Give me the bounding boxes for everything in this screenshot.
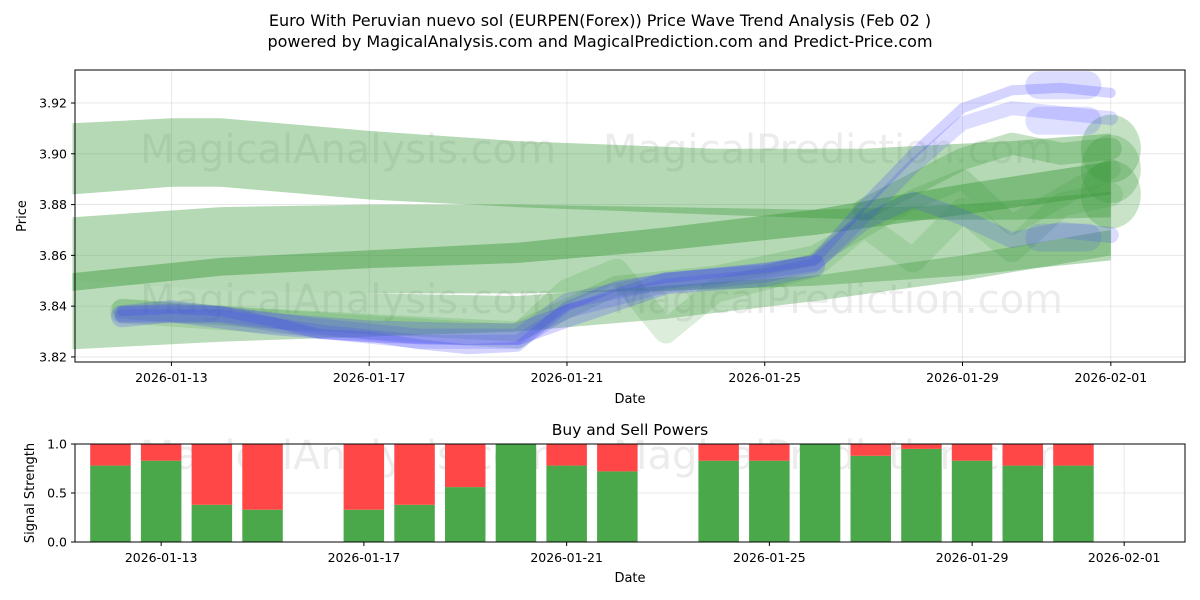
sell-power-bar xyxy=(140,444,182,461)
buy-power-bar xyxy=(951,460,993,542)
watermark-text: MagicalAnalysis.com xyxy=(140,127,556,173)
watermark-text: MagicalPrediction.com xyxy=(603,127,1053,173)
green-trend-band xyxy=(72,118,1111,220)
green-trend-band xyxy=(72,161,1111,291)
buy-sell-chart: Buy and Sell Powers MagicalAnalysis.comM… xyxy=(23,421,1186,586)
watermark-text: MagicalAnalysis.com xyxy=(140,277,556,323)
buy-power-bar xyxy=(343,509,385,542)
green-wave-line xyxy=(852,132,1122,221)
sell-power-bar xyxy=(698,444,739,461)
sell-power-bar xyxy=(546,444,587,466)
buy-power-bar xyxy=(901,448,942,542)
blue-wave-cap xyxy=(1025,106,1102,135)
top-x-tick-label: 2026-01-21 xyxy=(531,370,604,385)
blue-wave-line xyxy=(111,254,826,346)
bottom-x-tick-label: 2026-01-21 xyxy=(530,550,603,565)
bottom-y-tick-label: 0.0 xyxy=(47,535,67,550)
top-x-tick-label: 2026-02-01 xyxy=(1075,370,1148,385)
sell-power-bar xyxy=(850,444,891,456)
buy-power-bar xyxy=(850,455,891,542)
sell-power-bar xyxy=(901,444,942,449)
buy-power-bar xyxy=(90,465,131,542)
top-x-tick-label: 2026-01-25 xyxy=(728,370,801,385)
bottom-x-tick-label: 2026-01-13 xyxy=(125,550,198,565)
sell-power-bar xyxy=(1053,444,1094,466)
buy-power-bar xyxy=(1002,465,1043,542)
bottom-chart-title: Buy and Sell Powers xyxy=(552,421,709,439)
blue-wave-line xyxy=(115,101,1118,349)
top-y-axis-label: Price xyxy=(15,200,30,232)
buy-power-bar xyxy=(140,460,182,542)
buy-power-bar xyxy=(394,504,435,542)
price-wave-chart: MagicalAnalysis.com MagicalPrediction.com… xyxy=(15,69,1186,407)
blue-wave-cap xyxy=(1025,71,1102,100)
blue-wave-cap xyxy=(1025,223,1102,252)
top-y-tick-label: 3.90 xyxy=(39,146,67,161)
buy-power-bar xyxy=(799,444,841,542)
bottom-y-tick-label: 1.0 xyxy=(47,437,67,452)
buy-power-bar xyxy=(191,504,233,542)
sell-power-bar xyxy=(597,444,638,472)
bottom-y-tick-label: 0.5 xyxy=(47,486,67,501)
chart-title-line1: Euro With Peruvian nuevo sol (EURPEN(For… xyxy=(269,11,931,30)
top-y-tick-label: 3.82 xyxy=(39,349,67,364)
sell-power-bar xyxy=(394,444,435,505)
bottom-x-tick-label: 2026-02-01 xyxy=(1088,550,1161,565)
green-wave-cap xyxy=(1080,114,1141,183)
buy-power-bar xyxy=(495,444,537,542)
watermark-text: MagicalPrediction.com xyxy=(613,277,1063,323)
bottom-y-axis-label: Signal Strength xyxy=(23,443,38,543)
chart-title-line2: powered by MagicalAnalysis.com and Magic… xyxy=(267,32,932,51)
green-wave-cap xyxy=(1080,160,1141,229)
buy-power-bar xyxy=(546,465,587,542)
top-y-tick-label: 3.86 xyxy=(39,248,67,263)
sell-power-bar xyxy=(445,444,486,488)
top-y-tick-label: 3.84 xyxy=(39,299,67,314)
blue-wave-line xyxy=(114,191,1119,345)
top-y-tick-label: 3.92 xyxy=(39,96,67,111)
green-wave-line xyxy=(110,182,1123,349)
sell-power-bar xyxy=(951,444,993,461)
top-x-axis-label: Date xyxy=(614,392,645,407)
top-x-tick-label: 2026-01-13 xyxy=(135,370,208,385)
top-plot-area xyxy=(75,70,1185,362)
green-trend-band xyxy=(72,230,1111,350)
top-y-tick-label: 3.88 xyxy=(39,197,67,212)
top-x-tick-label: 2026-01-17 xyxy=(333,370,406,385)
buy-power-bar xyxy=(698,460,739,542)
bottom-x-axis-label: Date xyxy=(614,571,645,586)
bottom-x-tick-label: 2026-01-25 xyxy=(733,550,806,565)
top-plot-frame xyxy=(74,69,1186,363)
bottom-x-tick-label: 2026-01-29 xyxy=(936,550,1009,565)
buy-power-bar xyxy=(1053,465,1094,542)
green-wave-cap xyxy=(1080,135,1141,204)
green-trend-band xyxy=(72,191,1111,294)
sell-power-bar xyxy=(343,444,385,510)
buy-power-bar xyxy=(445,487,486,542)
buy-power-bar xyxy=(242,509,283,542)
sell-power-bar xyxy=(1002,444,1043,466)
bottom-x-tick-label: 2026-01-17 xyxy=(328,550,401,565)
buy-power-bar xyxy=(597,471,638,542)
buy-power-bar xyxy=(749,460,790,542)
sell-power-bar xyxy=(749,444,790,461)
blue-wave-line xyxy=(117,82,1116,355)
sell-power-bar xyxy=(191,444,233,505)
sell-power-bar xyxy=(242,444,283,510)
top-x-tick-label: 2026-01-29 xyxy=(926,370,999,385)
green-wave-line xyxy=(112,159,1121,342)
sell-power-bar xyxy=(90,444,131,466)
